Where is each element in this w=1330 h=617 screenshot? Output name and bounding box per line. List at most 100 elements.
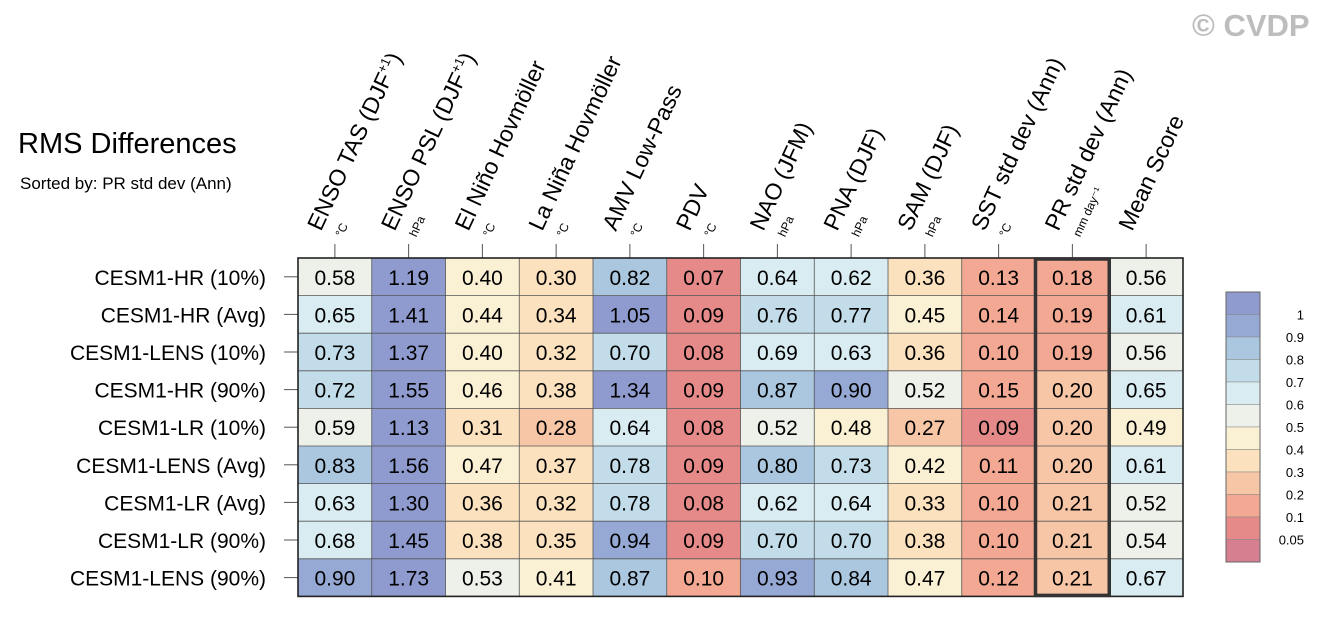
cell-value: 0.47 <box>904 568 945 591</box>
column-unit: hPa <box>849 213 871 239</box>
cell-value: 0.19 <box>1052 342 1093 365</box>
heatmap-cell <box>666 370 741 409</box>
heatmap-cell <box>666 408 741 446</box>
cell-value: 0.28 <box>536 417 577 440</box>
cell-value: 0.80 <box>757 455 798 478</box>
cell-value: 0.52 <box>904 380 945 403</box>
cell-value: 0.46 <box>462 380 503 403</box>
colorbar-segment <box>1225 516 1261 540</box>
colorbar-label: 0.05 <box>1279 533 1304 548</box>
heatmap-cell <box>666 446 741 484</box>
heatmap-cell <box>666 558 741 597</box>
heatmap-cell <box>1035 558 1110 597</box>
cell-value: 0.38 <box>536 380 577 403</box>
cell-value: 0.32 <box>536 342 577 365</box>
cell-value: 1.45 <box>388 530 429 553</box>
heatmap-cell <box>1109 446 1183 484</box>
chart-title: RMS Differences <box>18 128 237 160</box>
column-label-text: PNA (DJF) <box>818 124 888 235</box>
colorbar: 0.05 0.1 0.2 0.3 0.4 0.5 0.6 0.7 0.8 0.9 1 <box>1225 291 1304 563</box>
heatmap-cell <box>593 446 667 484</box>
row-label: CESM1-LR (Avg) <box>104 492 266 515</box>
cell-value: 0.09 <box>978 417 1019 440</box>
heatmap-cell <box>519 558 593 597</box>
cell-value: 0.54 <box>1126 530 1167 553</box>
heatmap-cell <box>666 333 741 371</box>
row-labels: CESM1-HR (10%) CESM1-HR (Avg) CESM1-LENS (… <box>70 267 298 591</box>
heatmap-cell <box>298 558 372 597</box>
cell-value: 0.08 <box>683 492 724 515</box>
heatmap-cell <box>666 295 741 334</box>
colorbar-segment <box>1225 359 1261 383</box>
cell-value: 1.41 <box>388 304 429 327</box>
cell-value: 0.15 <box>978 380 1019 403</box>
cell-value: 0.30 <box>536 267 577 290</box>
heatmap-cells: 0.58 1.19 0.40 0.30 0.82 0.07 0.64 0.62 0.36 0.13… <box>298 258 1183 597</box>
cell-value: 0.36 <box>904 342 945 365</box>
column-label: AMV Low-Pass <box>597 81 687 234</box>
cell-value: 0.76 <box>757 304 798 327</box>
heatmap-cell <box>445 333 520 371</box>
colorbar-label: 0.5 <box>1286 420 1304 435</box>
heatmap-cell <box>888 258 962 296</box>
cell-value: 0.59 <box>314 417 355 440</box>
cell-value: 1.05 <box>609 304 650 327</box>
heatmap-cell <box>593 483 667 522</box>
heatmap-cell <box>371 446 446 484</box>
heatmap-cell <box>740 558 815 597</box>
heatmap-cell <box>888 295 962 334</box>
column-label: Mean Score <box>1113 111 1189 234</box>
cell-value: 0.61 <box>1126 304 1167 327</box>
cell-value: 0.58 <box>314 267 355 290</box>
heatmap-cell <box>445 258 520 296</box>
column-label-text: NAO (JFM) <box>744 118 817 234</box>
cell-value: 0.45 <box>904 304 945 327</box>
column-unit: °C <box>480 221 499 239</box>
heatmap-cell <box>814 521 888 559</box>
colorbar-segment <box>1225 291 1261 315</box>
cell-value: 1.13 <box>388 417 429 440</box>
cell-value: 0.72 <box>314 380 355 403</box>
column-unit: °C <box>628 221 647 239</box>
row-label: CESM1-LENS (90%) <box>70 568 266 591</box>
heatmap-cell <box>666 483 741 522</box>
heatmap-cell <box>1109 258 1183 296</box>
heatmap-cell <box>888 521 962 559</box>
heatmap-cell <box>371 370 446 409</box>
heatmap-cell <box>1109 521 1183 559</box>
heatmap-cell <box>445 370 520 409</box>
colorbar-segment <box>1225 539 1261 563</box>
cell-value: 0.65 <box>1126 380 1167 403</box>
heatmap-cell <box>298 408 372 446</box>
colorbar-label: 0.1 <box>1286 510 1304 525</box>
column-label-text: AMV Low-Pass <box>597 81 687 234</box>
cell-value: 0.64 <box>757 267 798 290</box>
colorbar-frame <box>1225 291 1261 563</box>
heatmap-cell <box>961 370 1036 409</box>
cell-value: 0.10 <box>978 492 1019 515</box>
cell-value: 1.34 <box>609 380 650 403</box>
heatmap-cell <box>1035 408 1110 446</box>
cell-value: 0.35 <box>536 530 577 553</box>
column-label-text: SAM (DJF) <box>892 120 964 234</box>
heatmap-cell <box>740 521 815 559</box>
colorbar-segment <box>1225 449 1261 473</box>
cell-value: 0.40 <box>462 267 503 290</box>
cell-value: 0.68 <box>314 530 355 553</box>
colorbar-segment <box>1225 426 1261 450</box>
heatmap-cell <box>519 258 593 296</box>
cell-value: 1.30 <box>388 492 429 515</box>
heatmap-cell <box>371 483 446 522</box>
colorbar-segment <box>1225 336 1261 360</box>
cell-value: 0.38 <box>462 530 503 553</box>
heatmap-cell <box>814 483 888 522</box>
row-label: CESM1-LR (90%) <box>98 530 266 553</box>
column-unit: hPa <box>406 213 428 239</box>
cell-value: 0.83 <box>314 455 355 478</box>
heatmap-cell <box>445 521 520 559</box>
colorbar-label: 1 <box>1297 308 1304 323</box>
heatmap-cell <box>519 370 593 409</box>
cell-value: 0.42 <box>904 455 945 478</box>
cell-value: 0.70 <box>757 530 798 553</box>
